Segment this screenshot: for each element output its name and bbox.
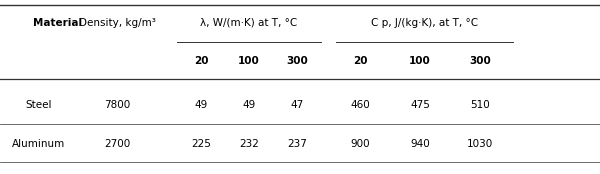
Text: 100: 100 xyxy=(409,56,431,66)
Text: 460: 460 xyxy=(350,100,370,110)
Text: 475: 475 xyxy=(410,100,430,110)
Text: 232: 232 xyxy=(239,139,259,149)
Text: 49: 49 xyxy=(194,100,208,110)
Text: 2700: 2700 xyxy=(104,139,130,149)
Text: 940: 940 xyxy=(410,139,430,149)
Text: Aluminum: Aluminum xyxy=(13,139,65,149)
Text: 300: 300 xyxy=(469,56,491,66)
Text: 49: 49 xyxy=(242,100,256,110)
Text: 900: 900 xyxy=(350,139,370,149)
Text: 47: 47 xyxy=(290,100,304,110)
Text: Density, kg/m³: Density, kg/m³ xyxy=(79,18,155,28)
Text: λ, W/(m·K) at T, °C: λ, W/(m·K) at T, °C xyxy=(200,18,298,28)
Text: 7800: 7800 xyxy=(104,100,130,110)
Text: 20: 20 xyxy=(194,56,208,66)
Text: 510: 510 xyxy=(470,100,490,110)
Text: C p, J/(kg·K), at T, °C: C p, J/(kg·K), at T, °C xyxy=(371,18,478,28)
Text: 237: 237 xyxy=(287,139,307,149)
Text: Steel: Steel xyxy=(26,100,52,110)
Text: 225: 225 xyxy=(191,139,211,149)
Text: 100: 100 xyxy=(238,56,260,66)
Text: 1030: 1030 xyxy=(467,139,493,149)
Text: Material: Material xyxy=(33,18,82,28)
Text: 20: 20 xyxy=(353,56,367,66)
Text: 300: 300 xyxy=(286,56,308,66)
